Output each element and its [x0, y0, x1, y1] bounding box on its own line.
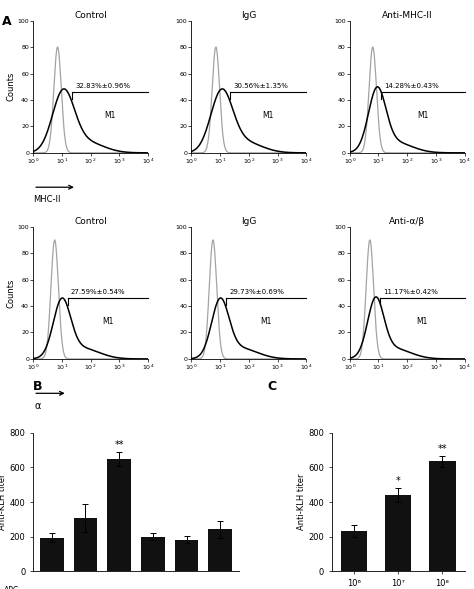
Text: A: A — [2, 15, 12, 28]
Bar — [385, 495, 411, 571]
Text: C: C — [268, 380, 277, 393]
Y-axis label: Counts: Counts — [7, 278, 16, 307]
Text: −: − — [150, 586, 156, 589]
Text: APC: APC — [4, 586, 19, 589]
Bar — [73, 518, 97, 571]
Text: *: * — [396, 476, 401, 486]
Y-axis label: Anti-KLH titer: Anti-KLH titer — [0, 474, 7, 530]
Text: 14.28%±0.43%: 14.28%±0.43% — [384, 84, 439, 90]
Text: M1: M1 — [417, 317, 428, 326]
Text: M1: M1 — [263, 111, 274, 120]
Text: 29.73%±0.69%: 29.73%±0.69% — [229, 289, 284, 296]
Text: −: − — [184, 586, 191, 589]
Text: α: α — [34, 401, 41, 411]
Title: Control: Control — [74, 217, 107, 226]
Title: Anti-MHC-II: Anti-MHC-II — [382, 11, 432, 20]
Bar — [175, 540, 198, 571]
Title: IgG: IgG — [241, 11, 256, 20]
Bar — [141, 537, 164, 571]
Text: B: B — [33, 380, 43, 393]
Text: M1: M1 — [260, 317, 272, 326]
Text: 30.56%±1.35%: 30.56%±1.35% — [234, 84, 288, 90]
Y-axis label: Anti-KLH titer: Anti-KLH titer — [297, 474, 306, 530]
Bar — [341, 531, 367, 571]
Text: −: − — [115, 586, 122, 589]
Text: MHC-II: MHC-II — [33, 195, 61, 204]
Text: −: − — [218, 586, 225, 589]
Text: 11.17%±0.42%: 11.17%±0.42% — [383, 289, 438, 296]
Text: 27.59%±0.54%: 27.59%±0.54% — [71, 289, 126, 296]
Bar — [40, 538, 64, 571]
Text: **: ** — [114, 440, 124, 450]
Y-axis label: Counts: Counts — [7, 72, 16, 101]
Text: M1: M1 — [102, 317, 113, 326]
Title: Control: Control — [74, 11, 107, 20]
Title: Anti-α/β: Anti-α/β — [389, 217, 425, 226]
Bar — [209, 530, 232, 571]
Text: 32.83%±0.96%: 32.83%±0.96% — [75, 84, 130, 90]
Text: M1: M1 — [417, 111, 428, 120]
Text: **: ** — [438, 444, 447, 454]
Bar — [429, 461, 456, 571]
Title: IgG: IgG — [241, 217, 256, 226]
Text: M1: M1 — [104, 111, 116, 120]
Bar — [107, 459, 131, 571]
Text: −: − — [47, 586, 54, 589]
Text: −: − — [81, 586, 88, 589]
